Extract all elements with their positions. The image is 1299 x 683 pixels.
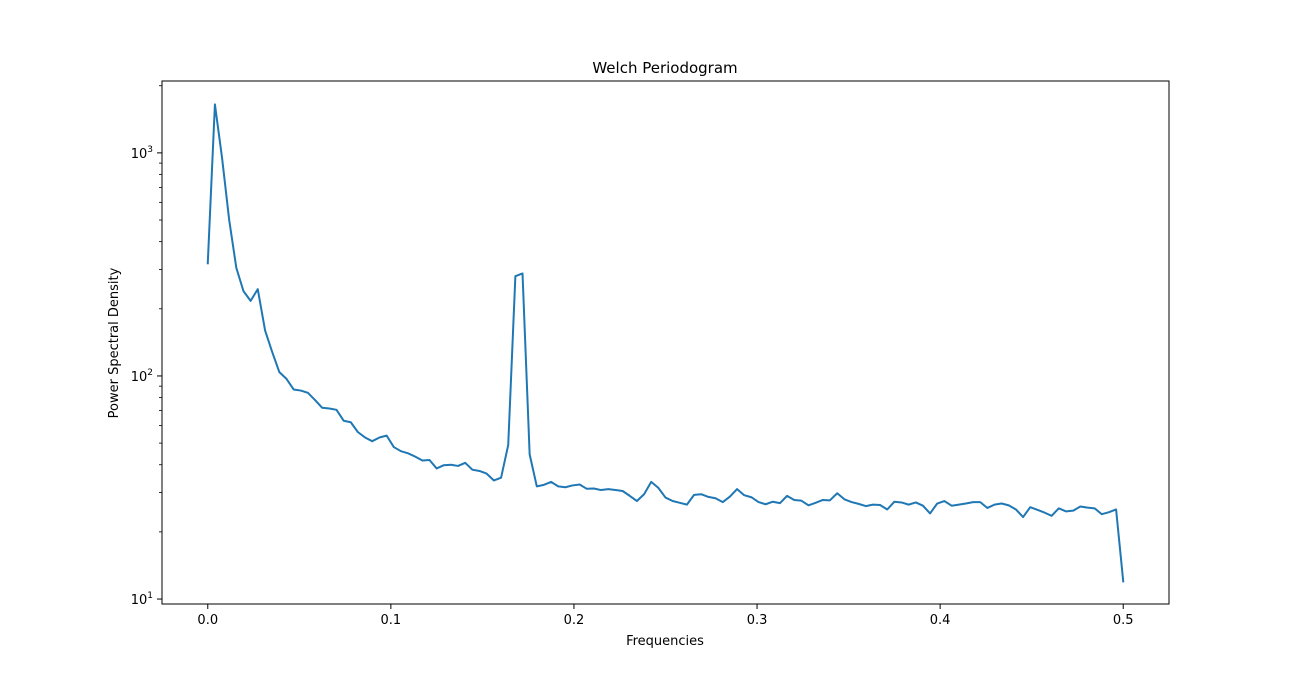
x-tick-label: 0.0 — [197, 613, 218, 628]
y-tick-label: 103 — [131, 145, 153, 162]
x-axis-ticks: 0.0 0.1 0.2 0.3 0.4 0.5 — [197, 604, 1134, 628]
plot-area — [206, 103, 1125, 583]
y-tick-label: 102 — [131, 368, 153, 385]
chart-title: Welch Periodogram — [592, 59, 737, 77]
x-axis-label: Frequencies — [626, 634, 704, 649]
x-tick-label: 0.4 — [930, 613, 951, 628]
y-axis-label: Power Spectral Density — [107, 267, 122, 418]
series-line-0 — [206, 103, 1125, 583]
axes-frame — [161, 80, 1170, 605]
x-tick-label: 0.2 — [564, 613, 585, 628]
x-tick-label: 0.5 — [1113, 613, 1134, 628]
y-tick-label: 101 — [131, 591, 153, 608]
x-tick-label: 0.1 — [381, 613, 402, 628]
x-tick-label: 0.3 — [747, 613, 768, 628]
